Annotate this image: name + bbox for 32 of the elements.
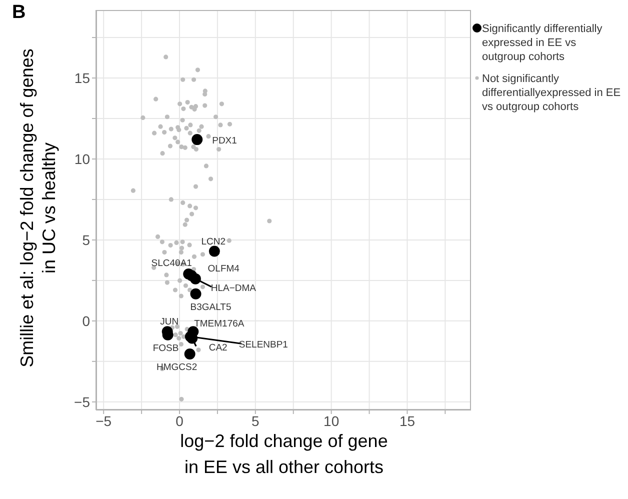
x-tick-label: 15 — [399, 412, 416, 429]
annotation: TMEM176A — [194, 318, 245, 330]
annotation: CA2 — [208, 342, 228, 354]
x-tick-label: 10 — [324, 412, 340, 429]
legend-label: Significantly differentially expressed in EE vs outgroup cohorts — [482, 22, 604, 64]
legend-label: Not significantly differentiallyexpressed in EE vs outgroup cohorts — [482, 72, 622, 114]
annotation: OLFM4 — [208, 264, 240, 275]
point — [190, 288, 202, 300]
point — [184, 348, 196, 360]
x-tick-label: −5 — [96, 412, 112, 429]
annotation: HMGCS2 — [156, 362, 198, 373]
annotation: FOSB — [152, 342, 179, 354]
point — [190, 273, 201, 284]
y-tick-label: −5 — [74, 394, 90, 410]
x-axis-title: log−2 fold change of gene in EE vs all other cohorts — [179, 430, 389, 479]
y-axis-title: Smillie et al: log−2 fold change of genes in UC vs healthy — [16, 48, 60, 368]
y-tick-label: 15 — [74, 70, 90, 86]
point — [192, 134, 203, 146]
annotation: HLA−DMA — [210, 282, 257, 294]
annotation: LCN2 — [201, 236, 226, 248]
y-tick-label: 0 — [82, 312, 90, 329]
annotation: B3GALT5 — [190, 302, 232, 313]
text: B — [12, 2, 26, 24]
annotation: PDX1 — [212, 136, 237, 147]
annotation: JUN — [160, 316, 179, 328]
y-tick-label: 10 — [74, 150, 90, 167]
annotation: SLC40A1 — [151, 258, 192, 269]
annotation: SELENBP1 — [238, 340, 288, 351]
x-tick-label: 0 — [176, 412, 184, 429]
point — [208, 246, 220, 257]
x-tick-label: 5 — [252, 412, 260, 429]
y-tick-label: 5 — [82, 232, 90, 248]
